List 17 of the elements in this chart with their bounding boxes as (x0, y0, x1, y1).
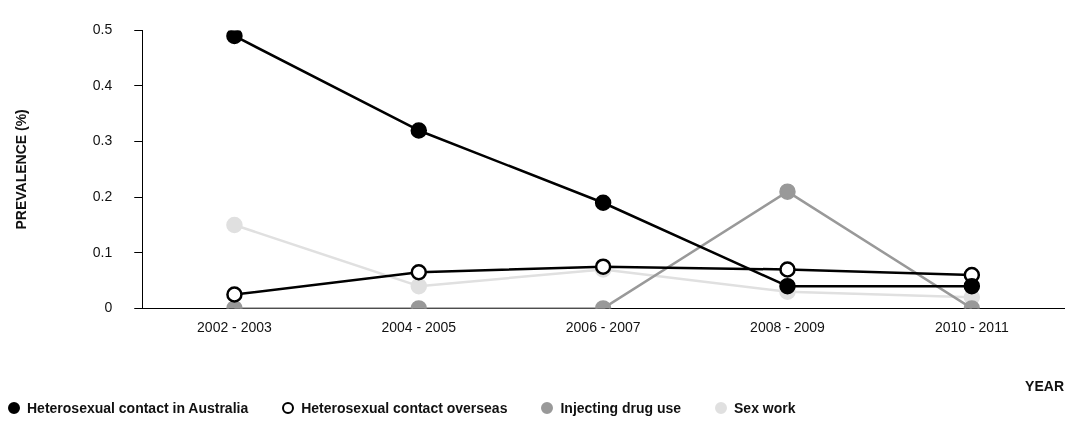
y-axis-title: PREVALENCE (%) (13, 109, 30, 230)
x-tick-label: 2002 - 2003 (197, 318, 273, 335)
x-tick-label: 2006 - 2007 (565, 318, 641, 335)
x-tick-label: 2010 - 2011 (934, 318, 1009, 335)
x-axis-title: YEAR (1025, 378, 1064, 395)
legend-label: Heterosexual contact overseas (301, 400, 508, 416)
y-tick-label: 0.1 (92, 243, 113, 260)
y-tick-label: 0 (104, 299, 113, 316)
y-tick-label: 0.2 (92, 188, 113, 205)
y-tick-label: 0.5 (92, 21, 113, 38)
y-tick-label: 0.4 (92, 76, 113, 93)
x-tick-label: 2004 - 2005 (381, 318, 457, 335)
legend-label: Sex work (734, 400, 796, 416)
x-tick-label: 2008 - 2009 (750, 318, 826, 335)
legend-label: Heterosexual contact in Australia (27, 400, 249, 416)
legend-label: Injecting drug use (560, 400, 682, 416)
y-tick-label: 0.3 (92, 132, 113, 149)
